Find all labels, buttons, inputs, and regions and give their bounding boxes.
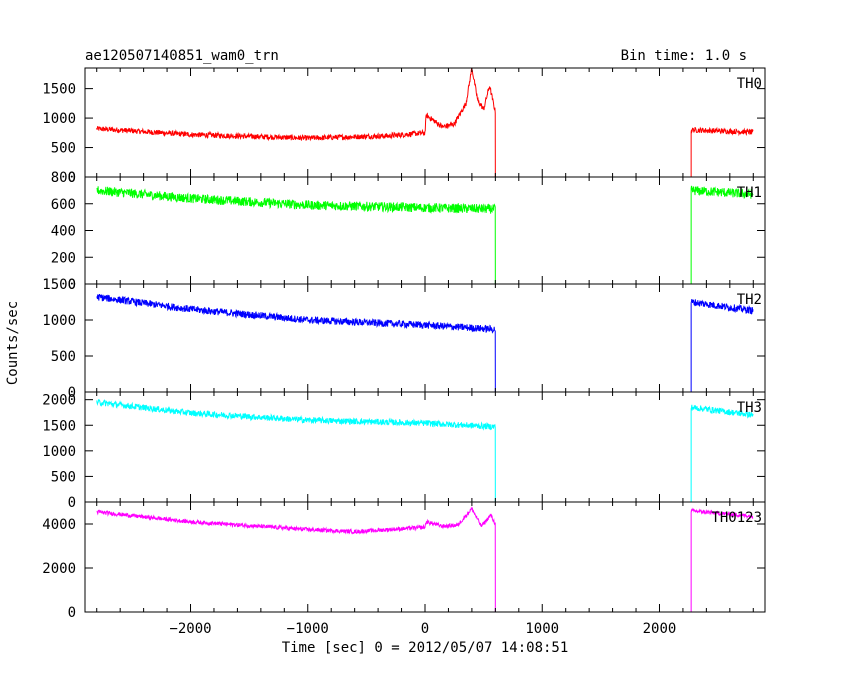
y-tick-label: 1000 <box>42 313 76 329</box>
y-tick-label: 800 <box>51 170 76 186</box>
y-tick-label: 500 <box>51 349 76 365</box>
y-tick-label: 2000 <box>42 561 76 577</box>
panel-th2: 0 500 1000 1500 TH2 <box>42 277 766 401</box>
x-tick-label: 1000 <box>525 621 559 637</box>
y-axis-label: Counts/sec <box>5 301 21 385</box>
y-tick-label: 1000 <box>42 444 76 460</box>
chart-title: ae120507140851_wam0_trn <box>85 48 279 64</box>
y-tick-label: 500 <box>51 141 76 157</box>
panel-label-th1: TH1 <box>737 185 762 201</box>
bin-time-label: Bin time: 1.0 s <box>621 48 747 64</box>
series-line-th0123 <box>96 506 754 613</box>
panel-th3: 0 500 1000 1500 2000 TH3 <box>42 391 766 511</box>
y-tick-label: 2000 <box>42 393 76 409</box>
panels-group: 0 500 1000 1500 TH0 0 200 400 600 800 TH1 0 500 1000 1… <box>42 67 766 637</box>
panel-frame <box>84 283 766 393</box>
panel-th0: 0 500 1000 1500 TH0 <box>42 67 766 186</box>
y-tick-label: 1500 <box>42 82 76 98</box>
panel-label-th0: TH0 <box>737 76 762 92</box>
panel-frame <box>84 501 766 613</box>
y-tick-label: 0 <box>68 495 76 511</box>
y-tick-label: 500 <box>51 469 76 485</box>
x-tick-label: −2000 <box>169 621 211 637</box>
y-tick-label: 400 <box>51 224 76 240</box>
series-line-th1 <box>96 185 754 285</box>
panel-frame <box>84 391 766 503</box>
panel-label-th2: TH2 <box>737 292 762 308</box>
y-tick-label: 0 <box>68 605 76 621</box>
x-axis-label: Time [sec] 0 = 2012/05/07 14:08:51 <box>282 640 569 656</box>
y-tick-label: 0 <box>68 170 76 186</box>
panel-frame <box>84 176 766 285</box>
series-line-th3 <box>96 398 754 503</box>
y-tick-label: 1000 <box>42 111 76 127</box>
panel-label-th3: TH3 <box>737 400 762 416</box>
series-line-th2 <box>96 293 754 393</box>
x-tick-label: −1000 <box>287 621 329 637</box>
y-tick-label: 200 <box>51 250 76 266</box>
y-tick-label: 0 <box>68 385 76 401</box>
panel-th0123: 0 2000 4000 TH0123 <box>42 501 766 621</box>
y-tick-label: 600 <box>51 197 76 213</box>
panel-th1: 0 200 400 600 800 TH1 <box>51 170 766 293</box>
series-line-th0 <box>96 68 754 178</box>
y-tick-label: 4000 <box>42 517 76 533</box>
x-tick-label: 0 <box>421 621 429 637</box>
panel-label-th0123: TH0123 <box>711 510 762 526</box>
y-tick-label: 0 <box>68 277 76 293</box>
y-tick-label: 1500 <box>42 277 76 293</box>
y-tick-label: 1500 <box>42 418 76 434</box>
x-tick-label: 2000 <box>643 621 677 637</box>
panel-frame <box>84 67 766 178</box>
